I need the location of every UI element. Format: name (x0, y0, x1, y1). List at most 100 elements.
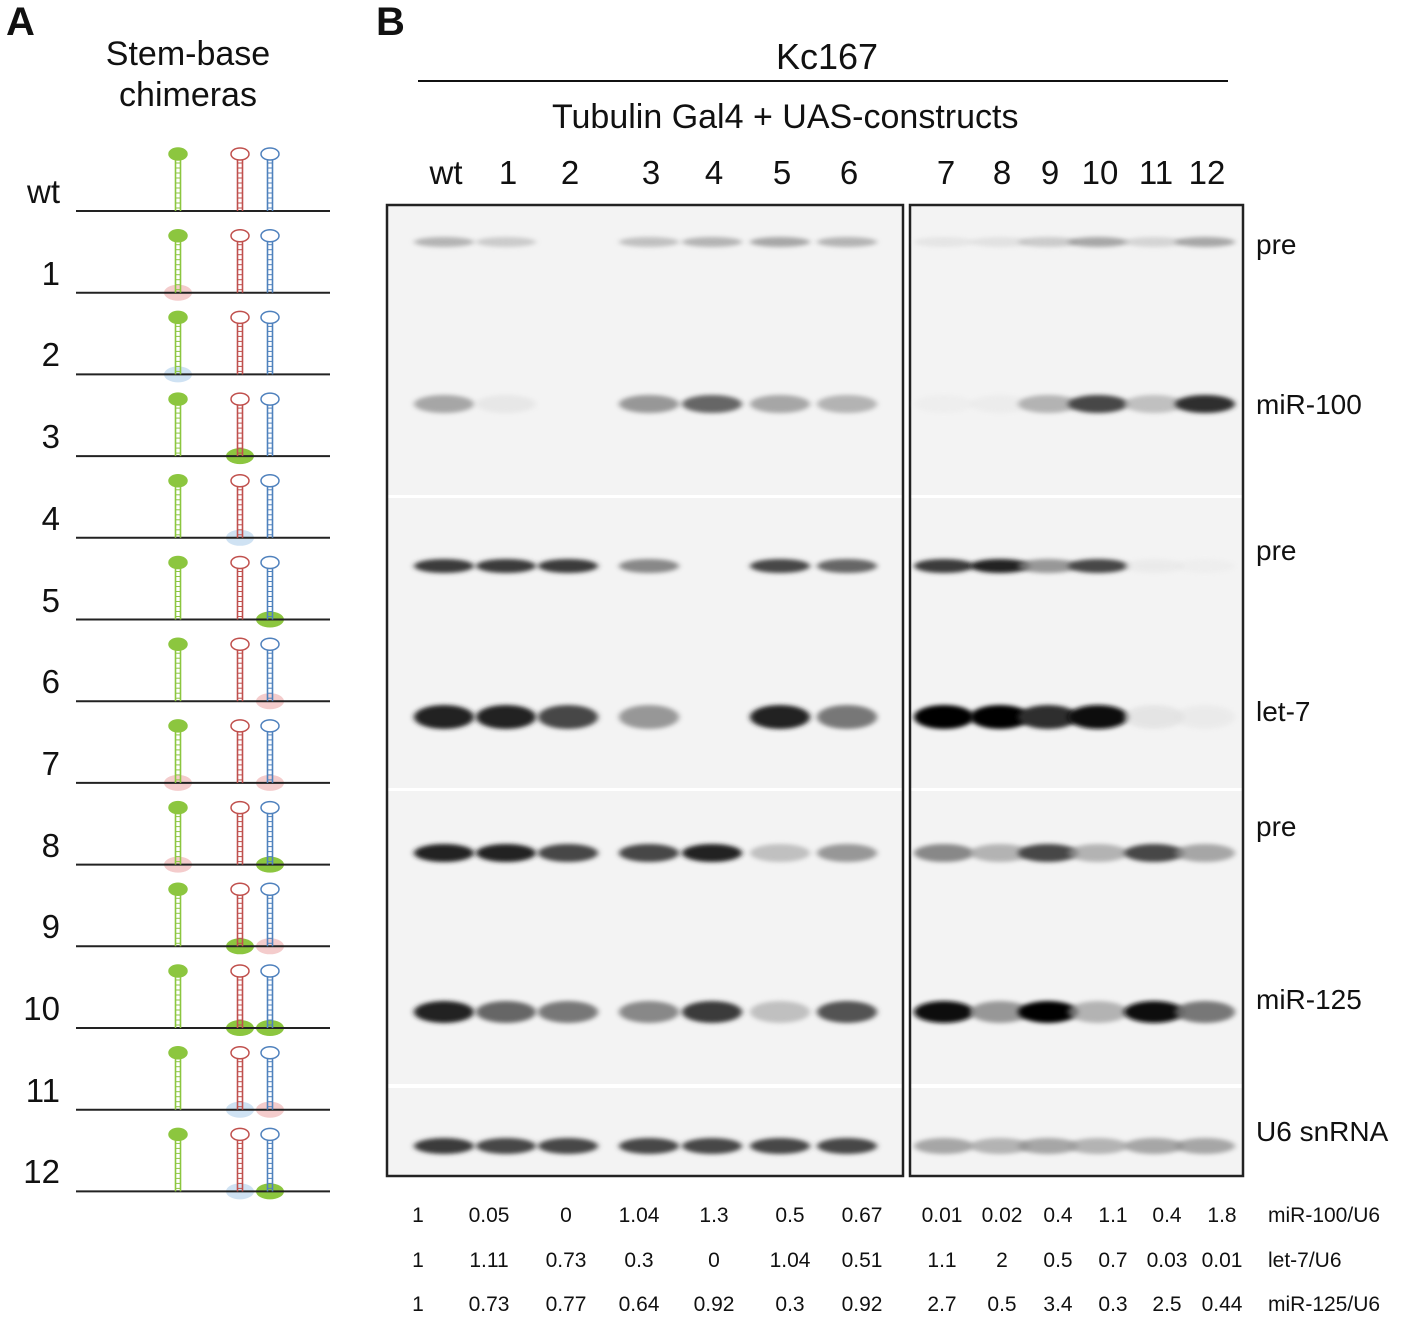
hairpin-icon (230, 719, 250, 783)
blot-band (970, 705, 1030, 729)
blot-band (682, 395, 742, 413)
quant-value: 0 (560, 1204, 572, 1227)
hairpin-icon (260, 555, 280, 620)
hairpin-icon (168, 310, 188, 375)
blot-band (1068, 1138, 1128, 1154)
band-label: U6 snRNA (1256, 1116, 1389, 1147)
blot-band (750, 395, 810, 413)
blot-band (619, 1001, 679, 1023)
blot-strip (387, 1088, 903, 1176)
blot-band (1175, 1138, 1235, 1154)
construct-row (76, 964, 330, 1036)
quant-value: 1.3 (699, 1204, 729, 1227)
construct-row-label: 8 (41, 826, 60, 864)
hairpin-icon (260, 719, 280, 783)
blot-band (1124, 1138, 1184, 1154)
construct-row-label: 2 (41, 336, 60, 374)
blot-band (1124, 844, 1184, 862)
quant-value: 1.11 (469, 1249, 509, 1272)
quant-row-label: miR-100/U6 (1268, 1204, 1381, 1227)
lane-label: 7 (936, 154, 956, 191)
blot-band (682, 844, 742, 862)
blot-band (750, 1138, 810, 1154)
blot-band (1068, 559, 1128, 573)
hairpin-icon (260, 392, 280, 457)
blot-band (1018, 844, 1078, 862)
construct-row (76, 310, 330, 383)
quant-value: 0.03 (1146, 1249, 1188, 1272)
blot-band (1124, 395, 1184, 413)
quant-value: 0.77 (545, 1293, 587, 1316)
construct-row-label: 10 (23, 990, 60, 1027)
hairpin-icon (168, 882, 188, 947)
quant-value: 1 (412, 1249, 424, 1272)
quant-value: 0.01 (921, 1204, 963, 1227)
blot-band (750, 844, 810, 862)
construct-row-label: 1 (41, 254, 60, 292)
hairpin-icon (260, 882, 280, 947)
blot-band (538, 1001, 598, 1023)
blot-band (414, 237, 474, 247)
blot-frame (385, 203, 905, 1178)
construct-row-label: 9 (41, 908, 60, 946)
hairpin-icon (230, 882, 250, 947)
quant-value: 2.7 (927, 1293, 957, 1316)
blot-band (817, 844, 877, 862)
hairpin-icon (230, 1045, 250, 1110)
blot-band (817, 1138, 877, 1154)
band-label: pre (1256, 535, 1297, 566)
quant-value: 1.04 (769, 1249, 811, 1272)
blot-band (914, 705, 974, 729)
quant-value: 2 (996, 1249, 1008, 1272)
quant-value: 1 (412, 1204, 424, 1227)
hairpin-icon (230, 228, 250, 293)
blot-band (476, 1138, 536, 1154)
band-label: pre (1256, 229, 1297, 260)
blot-band (1068, 705, 1128, 729)
blot-frame (908, 203, 1245, 1178)
quant-value: 0.67 (841, 1204, 883, 1227)
blot-band (817, 237, 877, 247)
blot-band (1124, 705, 1184, 729)
quant-value: 0 (708, 1249, 720, 1272)
blot-band (914, 1138, 974, 1154)
blot-band (750, 1001, 810, 1023)
blot-band (817, 705, 877, 729)
blot-strip (910, 498, 1243, 788)
blot-band (682, 1001, 742, 1023)
quant-value: 0.73 (468, 1293, 510, 1316)
cell-line-label: Kc167 (776, 36, 879, 77)
quant-value: 0.02 (981, 1204, 1023, 1227)
blot-band (1175, 1001, 1235, 1023)
blot-strip (910, 205, 1243, 495)
northern-blot (385, 203, 1245, 1178)
hairpin-icon (230, 392, 250, 457)
quant-value: 0.05 (468, 1204, 510, 1227)
hairpin-icon (260, 228, 280, 293)
blot-band (682, 237, 742, 247)
hairpin-icon (230, 310, 250, 375)
construct-row-label: 4 (41, 499, 60, 537)
blot-band (619, 237, 679, 247)
blot-band (970, 1001, 1030, 1023)
quant-value: 1.1 (1098, 1204, 1128, 1227)
blot-band (1175, 705, 1235, 729)
hairpin-icon (168, 474, 188, 538)
lane-label: 4 (704, 154, 724, 191)
blot-band (1018, 237, 1078, 247)
hairpin-icon (168, 964, 188, 1028)
hairpin-icon (168, 1127, 188, 1192)
construct-row-label: wt (27, 173, 60, 210)
quant-value: 0.5 (987, 1293, 1017, 1316)
quant-value: 1.04 (618, 1204, 660, 1227)
quant-value: 0.92 (693, 1293, 735, 1316)
blot-band (970, 844, 1030, 862)
construct-diagrams (76, 147, 330, 1200)
blot-band (476, 395, 536, 413)
lane-label: wt (429, 154, 463, 191)
blot-band (414, 559, 474, 573)
quant-value: 1.1 (927, 1249, 957, 1272)
lane-label: 12 (1188, 154, 1226, 191)
hairpin-icon (168, 228, 188, 293)
blot-band (970, 395, 1030, 413)
